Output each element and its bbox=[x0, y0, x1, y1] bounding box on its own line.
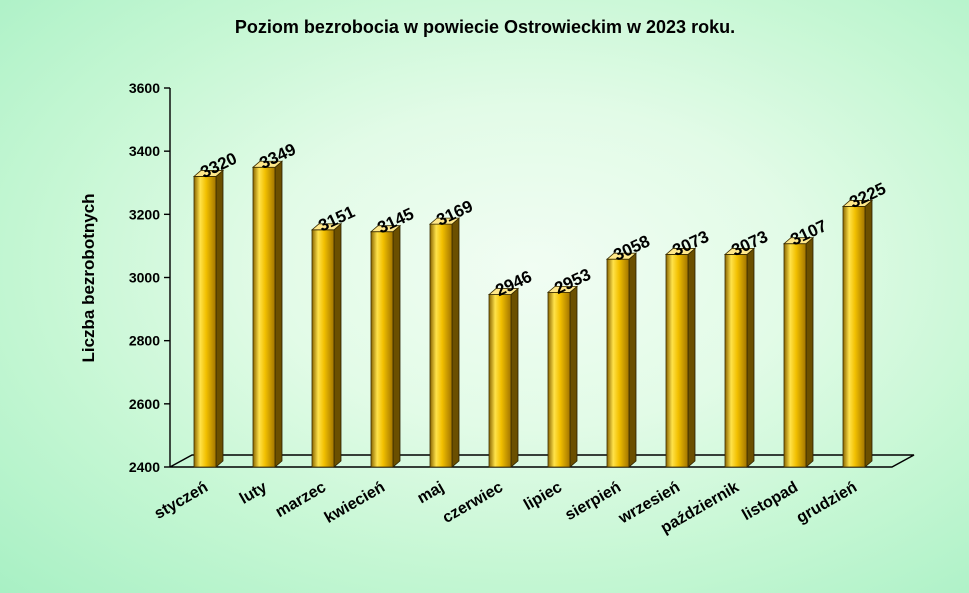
bar-top bbox=[546, 285, 579, 293]
bar bbox=[783, 243, 807, 468]
bar-top bbox=[782, 237, 815, 245]
x-tick-label: marzec bbox=[273, 479, 329, 521]
bar-side bbox=[805, 236, 814, 468]
x-tick-label: listopad bbox=[739, 479, 801, 524]
x-tick-label: maj bbox=[415, 479, 447, 508]
x-tick-label: luty bbox=[237, 479, 270, 508]
x-tick-label: kwiecień bbox=[322, 479, 388, 527]
x-tick-label: styczeń bbox=[152, 479, 211, 523]
x-tick-label: czerwiec bbox=[440, 479, 506, 527]
chart-floor bbox=[169, 454, 915, 468]
bar-top bbox=[723, 248, 756, 255]
bar bbox=[252, 166, 276, 468]
bar-side bbox=[451, 217, 460, 468]
y-tick-label: 2800 bbox=[129, 333, 160, 349]
bar-top bbox=[369, 225, 402, 233]
bar-side bbox=[215, 169, 224, 468]
bar bbox=[193, 176, 217, 468]
bar bbox=[842, 206, 866, 468]
y-tick-label: 2400 bbox=[129, 459, 160, 475]
y-tick-label: 2600 bbox=[129, 396, 160, 412]
chart-title: Poziom bezrobocia w powiecie Ostrowiecki… bbox=[235, 17, 735, 37]
bar-top bbox=[251, 160, 284, 168]
bar-side bbox=[333, 222, 342, 468]
bar-top bbox=[664, 248, 697, 255]
y-tick-label: 3400 bbox=[129, 143, 160, 159]
y-tick-label: 3600 bbox=[129, 80, 160, 96]
bar bbox=[488, 294, 512, 468]
bar-top bbox=[841, 200, 874, 207]
bar-side bbox=[628, 252, 637, 468]
bar bbox=[370, 231, 394, 468]
bar-top bbox=[310, 223, 343, 231]
bar bbox=[547, 291, 571, 468]
bar-side bbox=[569, 285, 578, 468]
y-tick-label: 3200 bbox=[129, 206, 160, 222]
x-tick-label: lipiec bbox=[521, 479, 565, 514]
bar bbox=[724, 254, 748, 468]
bar-top bbox=[487, 288, 520, 295]
bar bbox=[311, 229, 335, 468]
x-tick-label: sierpień bbox=[562, 479, 624, 524]
bar-side bbox=[392, 224, 401, 468]
bar-top bbox=[605, 252, 638, 260]
bar-side bbox=[746, 247, 755, 468]
y-axis-label: Liczba bezrobotnych bbox=[79, 193, 98, 362]
bar bbox=[665, 254, 689, 468]
bar-side bbox=[687, 247, 696, 468]
bar-side bbox=[510, 287, 519, 468]
bar-side bbox=[274, 160, 283, 468]
bar-top bbox=[428, 217, 461, 225]
bar-top bbox=[192, 170, 225, 177]
bar bbox=[606, 258, 630, 468]
bar bbox=[429, 223, 453, 468]
y-tick-label: 3000 bbox=[129, 270, 160, 286]
bar-side bbox=[864, 199, 873, 468]
x-tick-label: grudzień bbox=[794, 479, 860, 527]
